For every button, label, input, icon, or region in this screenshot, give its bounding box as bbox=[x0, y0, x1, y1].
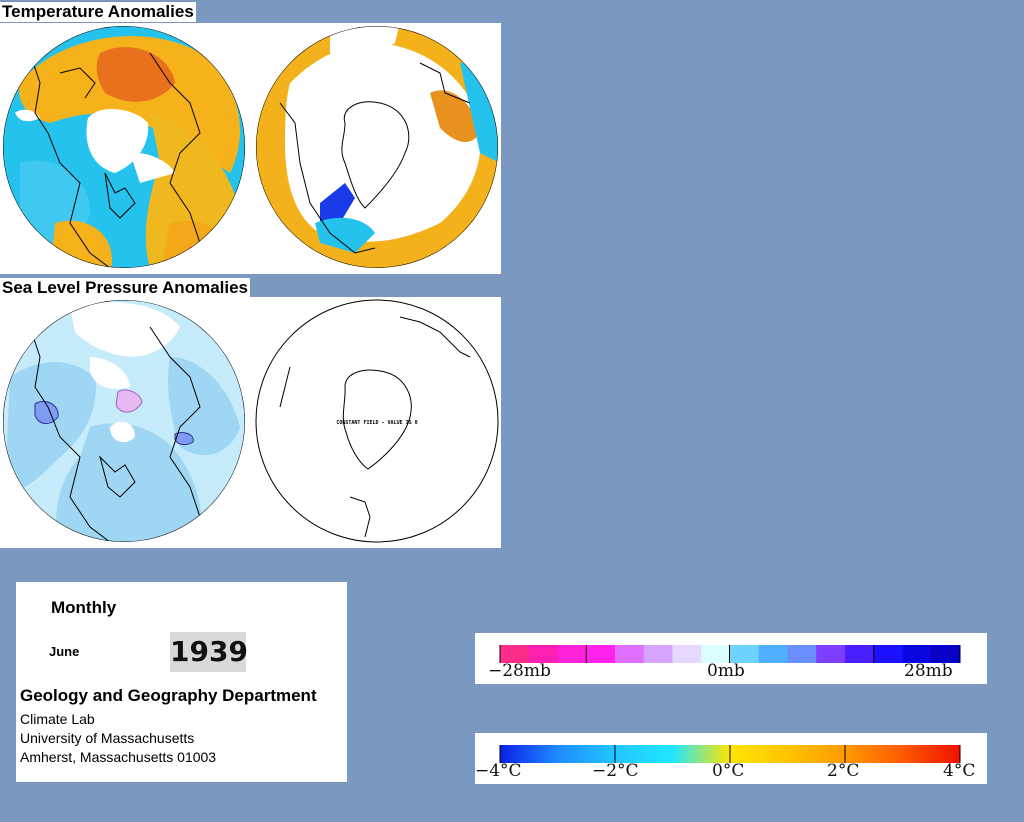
lab-label: Climate Lab bbox=[20, 711, 95, 727]
pressure-scale-swatch bbox=[758, 645, 788, 663]
pressure-scale-swatch bbox=[643, 645, 673, 663]
pressure-scale-swatch bbox=[672, 645, 702, 663]
pressure-scale-swatch bbox=[873, 645, 903, 663]
nh-temperature-map bbox=[3, 26, 245, 268]
temperature-maps-panel bbox=[0, 23, 501, 274]
temperature-scale-m2-label: −2°C bbox=[592, 761, 639, 781]
temperature-anomalies-title: Temperature Anomalies bbox=[0, 2, 196, 22]
month-label: June bbox=[49, 644, 80, 659]
pressure-scale-swatch bbox=[586, 645, 616, 663]
pressure-scale-swatch bbox=[615, 645, 645, 663]
pressure-scale-swatch bbox=[528, 645, 558, 663]
temperature-scale-p4-label: 4°C bbox=[943, 761, 976, 781]
temperature-scale-p2-label: 2°C bbox=[827, 761, 860, 781]
nh-pressure-map bbox=[3, 300, 245, 542]
constant-field-note: CONSTANT FIELD - VALUE IS 0 bbox=[336, 420, 417, 426]
pressure-scale-swatch bbox=[787, 645, 817, 663]
temperature-scale-zero-label: 0°C bbox=[712, 761, 745, 781]
pressure-scale-swatch bbox=[816, 645, 846, 663]
period-label: Monthly bbox=[51, 598, 117, 617]
pressure-scale-swatch bbox=[557, 645, 587, 663]
sh-temperature-map bbox=[256, 26, 498, 268]
pressure-maps-panel: CONSTANT FIELD - VALUE IS 0 bbox=[0, 297, 501, 548]
pressure-scale-min-label: −28mb bbox=[488, 661, 551, 681]
year-display: 1939 bbox=[170, 632, 248, 672]
address-label: Amherst, Massachusetts 01003 bbox=[20, 749, 217, 765]
info-box: Monthly June 1939 Geology and Geography … bbox=[16, 582, 347, 782]
pressure-anomalies-title: Sea Level Pressure Anomalies bbox=[0, 278, 251, 298]
pressure-scale-bar bbox=[499, 645, 961, 663]
department-label: Geology and Geography Department bbox=[20, 686, 317, 705]
pressure-scale-swatch bbox=[500, 645, 530, 663]
pressure-scale-swatch bbox=[931, 645, 961, 663]
pressure-scale-mid-label: 0mb bbox=[707, 661, 745, 681]
temperature-color-scale: −4°C −2°C 0°C 2°C 4°C bbox=[475, 733, 987, 784]
pressure-scale-swatch bbox=[730, 645, 760, 663]
sh-pressure-map: CONSTANT FIELD - VALUE IS 0 bbox=[255, 299, 499, 543]
pressure-scale-swatch bbox=[845, 645, 875, 663]
pressure-scale-swatch bbox=[902, 645, 932, 663]
temperature-maps-svg bbox=[3, 26, 498, 268]
temperature-scale-m4-label: −4°C bbox=[475, 761, 522, 781]
pressure-scale-swatch bbox=[701, 645, 731, 663]
pressure-maps-svg: CONSTANT FIELD - VALUE IS 0 bbox=[3, 299, 499, 543]
university-label: University of Massachusetts bbox=[20, 730, 195, 746]
pressure-color-scale: −28mb 0mb 28mb bbox=[475, 633, 987, 684]
temperature-scale-bar bbox=[499, 745, 961, 763]
pressure-scale-max-label: 28mb bbox=[904, 661, 953, 681]
